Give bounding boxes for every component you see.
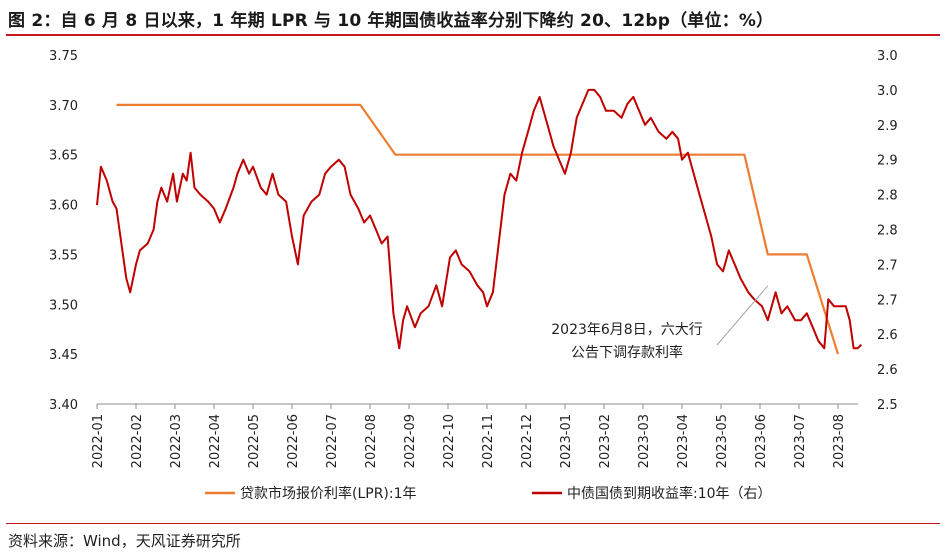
x-tick-label: 2022-09 <box>403 414 418 468</box>
x-tick-label: 2023-02 <box>598 414 613 468</box>
x-tick-label: 2023-06 <box>754 414 769 468</box>
x-tick-label: 2022-12 <box>520 414 535 468</box>
left-tick-label: 3.65 <box>49 149 78 164</box>
x-tick-label: 2022-08 <box>364 414 379 468</box>
left-tick-label: 3.70 <box>49 99 78 114</box>
x-tick-label: 2022-10 <box>442 414 457 468</box>
left-tick-label: 3.50 <box>49 298 78 313</box>
left-tick-label: 3.60 <box>49 199 78 214</box>
right-axis: 2.5 2.6 2.6 2.7 2.7 2.8 2.8 2.9 2.9 3.0 3.0 <box>877 49 898 413</box>
right-tick-label: 2.6 <box>877 363 898 378</box>
bond-yield-series-line <box>96 88 863 350</box>
x-tick-label: 2022-02 <box>130 414 145 468</box>
left-tick-label: 3.40 <box>49 398 78 413</box>
legend-label-lpr: 贷款市场报价利率(LPR):1年 <box>240 485 417 502</box>
legend: 贷款市场报价利率(LPR):1年 中债国债到期收益率:10年（右） <box>205 485 772 502</box>
annotation-text-line1: 2023年6月8日，六大行 <box>551 322 702 338</box>
source-divider <box>6 523 940 524</box>
right-tick-label: 2.7 <box>877 293 898 308</box>
x-tick-label: 2023-05 <box>715 414 730 468</box>
left-axis: 3.40 3.45 3.50 3.55 3.60 3.65 3.70 3.75 <box>49 49 78 413</box>
x-tick-label: 2023-01 <box>559 414 574 468</box>
x-tick-label: 2022-11 <box>481 414 496 468</box>
right-tick-label: 2.9 <box>877 119 898 134</box>
x-tick-label: 2022-03 <box>169 414 184 468</box>
x-tick-label: 2022-04 <box>208 414 223 468</box>
annotation-leader-line <box>716 285 769 346</box>
title-divider <box>6 34 940 36</box>
right-tick-label: 2.5 <box>877 398 898 413</box>
x-tick-label: 2023-03 <box>637 414 652 468</box>
legend-label-bond: 中债国债到期收益率:10年（右） <box>567 485 772 502</box>
right-tick-label: 3.0 <box>877 84 898 99</box>
left-tick-label: 3.45 <box>49 348 78 363</box>
x-tick-label: 2023-08 <box>832 414 847 468</box>
right-tick-label: 2.8 <box>877 224 898 239</box>
x-tick-label: 2022-05 <box>247 414 262 468</box>
right-tick-label: 2.8 <box>877 189 898 204</box>
x-tick-label: 2022-07 <box>325 414 340 468</box>
x-tick-label: 2022-01 <box>91 414 106 468</box>
x-tick-label: 2022-06 <box>286 414 301 468</box>
right-tick-label: 3.0 <box>877 49 898 64</box>
left-tick-label: 3.55 <box>49 248 78 263</box>
right-tick-label: 2.6 <box>877 328 898 343</box>
x-tick-label: 2023-04 <box>676 414 691 468</box>
annotation-text-line2: 公告下调存款利率 <box>571 344 683 361</box>
source-note: 资料来源：Wind，天风证券研究所 <box>8 532 241 550</box>
x-tick-label: 2023-07 <box>793 414 808 468</box>
x-axis: 2022-01 2022-02 2022-03 2022-04 2022-05 2022-… <box>91 404 847 468</box>
right-tick-label: 2.9 <box>877 154 898 169</box>
left-tick-label: 3.75 <box>49 49 78 64</box>
chart-title: 图 2：自 6 月 8 日以来，1 年期 LPR 与 10 年期国债收益率分别下… <box>8 11 774 31</box>
right-tick-label: 2.7 <box>877 258 898 273</box>
lpr-series-line <box>116 103 840 355</box>
